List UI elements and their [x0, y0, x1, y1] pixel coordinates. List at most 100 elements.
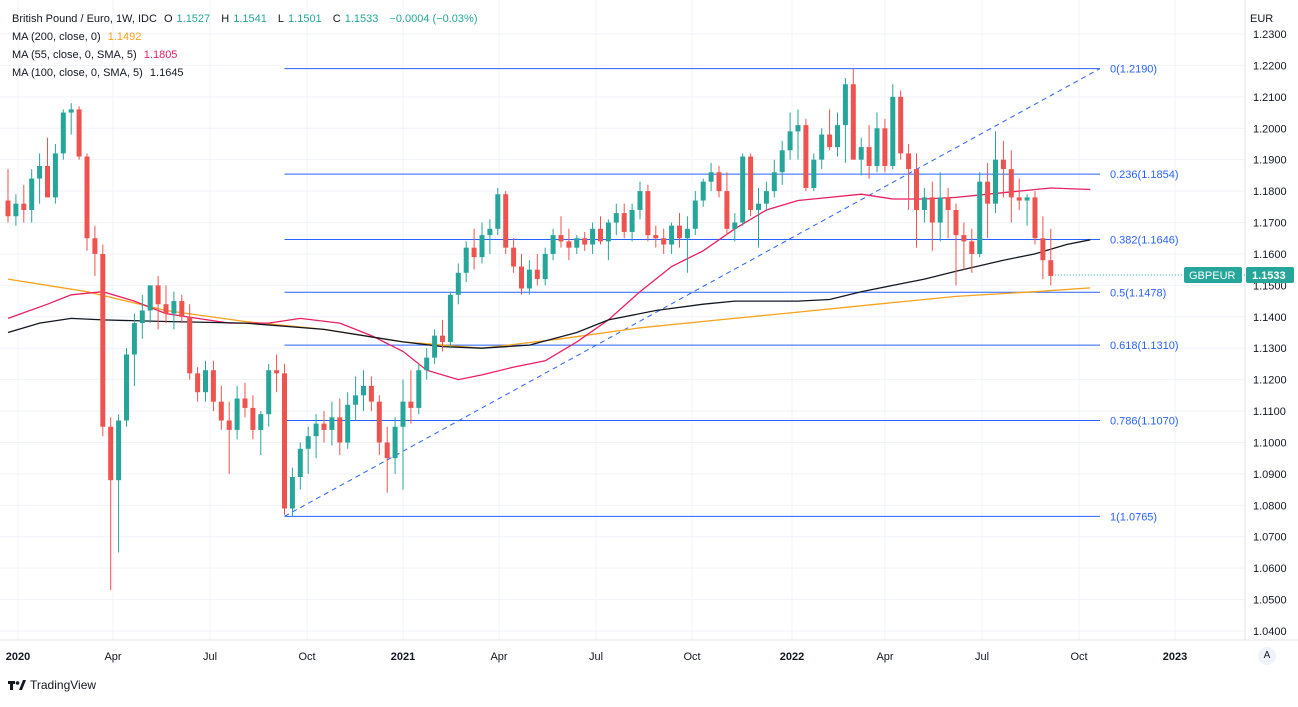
price-tick-label: 1.1000 — [1253, 437, 1287, 449]
candle-body — [400, 401, 406, 427]
candle-body — [29, 178, 35, 210]
candle-body — [882, 128, 888, 166]
time-tick-label: Oct — [683, 651, 700, 663]
auto-scale-button[interactable]: A — [1258, 647, 1276, 665]
time-tick-label: 2022 — [780, 651, 804, 663]
candle-body — [850, 84, 856, 160]
time-tick-label: Apr — [876, 651, 893, 663]
price-tick-label: 1.1100 — [1253, 406, 1286, 418]
candle-body — [92, 238, 98, 254]
candle-body — [21, 203, 27, 210]
indicator-label: MA (100, close, 0, SMA, 5) — [12, 67, 143, 79]
candle-body — [13, 203, 19, 217]
indicator-ma55[interactable]: MA (55, close, 0, SMA, 5) 1.1805 — [12, 46, 482, 64]
candle-body — [985, 181, 991, 204]
fibonacci-retracement[interactable]: 0(1.2190) 0.236(1.1854) 0.382(1.1646) 0.5(1… — [284, 64, 1179, 524]
candle-body — [906, 153, 912, 170]
fib-level-label: 0.618(1.1310) — [1110, 340, 1179, 352]
candle-body — [100, 253, 106, 427]
candle-body — [732, 222, 738, 229]
candle-body — [163, 304, 169, 314]
price-tick-label: 1.1600 — [1253, 249, 1287, 261]
candle-body — [329, 417, 335, 430]
candle-body — [155, 285, 161, 305]
candle-body — [139, 310, 145, 324]
price-tick-label: 1.1400 — [1253, 312, 1287, 324]
candle-body — [969, 241, 975, 254]
candle-body — [977, 181, 983, 254]
candle-body — [692, 200, 698, 229]
candle-body — [961, 235, 967, 242]
price-tick-label: 1.0900 — [1253, 469, 1287, 481]
candle-body — [45, 165, 50, 198]
candle-body — [84, 156, 90, 239]
time-tick-label: 2020 — [6, 651, 30, 663]
candle-body — [108, 426, 114, 481]
candle-body — [313, 423, 319, 437]
candle-body — [874, 128, 880, 166]
candle-body — [842, 84, 848, 126]
candle-body — [242, 398, 248, 408]
candle-body — [203, 370, 208, 393]
symbol-title[interactable]: British Pound / Euro, 1W, IDC — [12, 13, 157, 25]
price-tick-label: 1.1800 — [1253, 186, 1287, 198]
candle-body — [542, 253, 548, 280]
tradingview-brand[interactable]: TradingView — [8, 678, 96, 692]
candle-body — [613, 213, 619, 223]
price-tick-label: 1.2300 — [1253, 29, 1287, 41]
candle-body — [945, 197, 951, 210]
candle-body — [898, 96, 904, 154]
candle-body — [250, 407, 256, 430]
time-tick-label: Apr — [104, 651, 121, 663]
price-tick-label: 1.1500 — [1253, 280, 1287, 292]
candle-body — [629, 209, 635, 232]
candle-body — [479, 235, 485, 258]
candle-body — [408, 401, 414, 408]
candle-body — [376, 401, 382, 443]
ohlc-low: L 1.1501 — [277, 13, 322, 25]
candle-body — [131, 323, 137, 355]
candle-body — [392, 426, 398, 459]
time-tick-label: Jul — [203, 651, 217, 663]
indicator-ma100[interactable]: MA (100, close, 0, SMA, 5) 1.1645 — [12, 64, 482, 82]
fib-trend-line[interactable] — [284, 68, 1101, 517]
candles — [5, 68, 1054, 591]
candle-body — [1008, 169, 1014, 198]
candle-body — [226, 420, 232, 430]
candle-body — [5, 200, 11, 217]
candle-body — [179, 301, 185, 317]
candle-body — [218, 401, 224, 421]
candle-body — [929, 197, 935, 223]
candle-body — [558, 235, 564, 242]
ohlc-close: C 1.1533 — [332, 13, 379, 25]
ohlc-open: O 1.1527 — [163, 13, 211, 25]
candle-body — [361, 385, 366, 396]
candle-body — [740, 156, 746, 223]
indicator-ma200[interactable]: MA (200, close, 0) 1.1492 — [12, 28, 482, 46]
candle-body — [1024, 197, 1030, 201]
fib-level-label: 0.236(1.1854) — [1110, 169, 1179, 181]
currency-label: EUR — [1250, 13, 1273, 25]
candle-body — [116, 420, 122, 481]
fib-level-label: 0.382(1.1646) — [1110, 234, 1179, 246]
candle-body — [234, 398, 240, 430]
candle-body — [835, 125, 840, 148]
candle-body — [866, 147, 872, 166]
price-tick-label: 1.0700 — [1253, 532, 1287, 544]
candle-body — [503, 194, 509, 248]
tradingview-logo-icon — [8, 680, 26, 690]
candle-body — [416, 370, 422, 408]
price-tick-label: 1.0600 — [1253, 563, 1287, 575]
candle-body — [621, 213, 627, 232]
last-price-label: 1.1533 — [1252, 270, 1286, 282]
candle-body — [1032, 197, 1038, 239]
indicator-label: MA (55, close, 0, SMA, 5) — [12, 49, 137, 61]
moving-averages — [7, 187, 1091, 381]
candle-body — [282, 373, 287, 509]
fib-level-label: 1(1.0765) — [1110, 511, 1157, 523]
candle-body — [60, 112, 66, 154]
candle-body — [700, 181, 706, 201]
